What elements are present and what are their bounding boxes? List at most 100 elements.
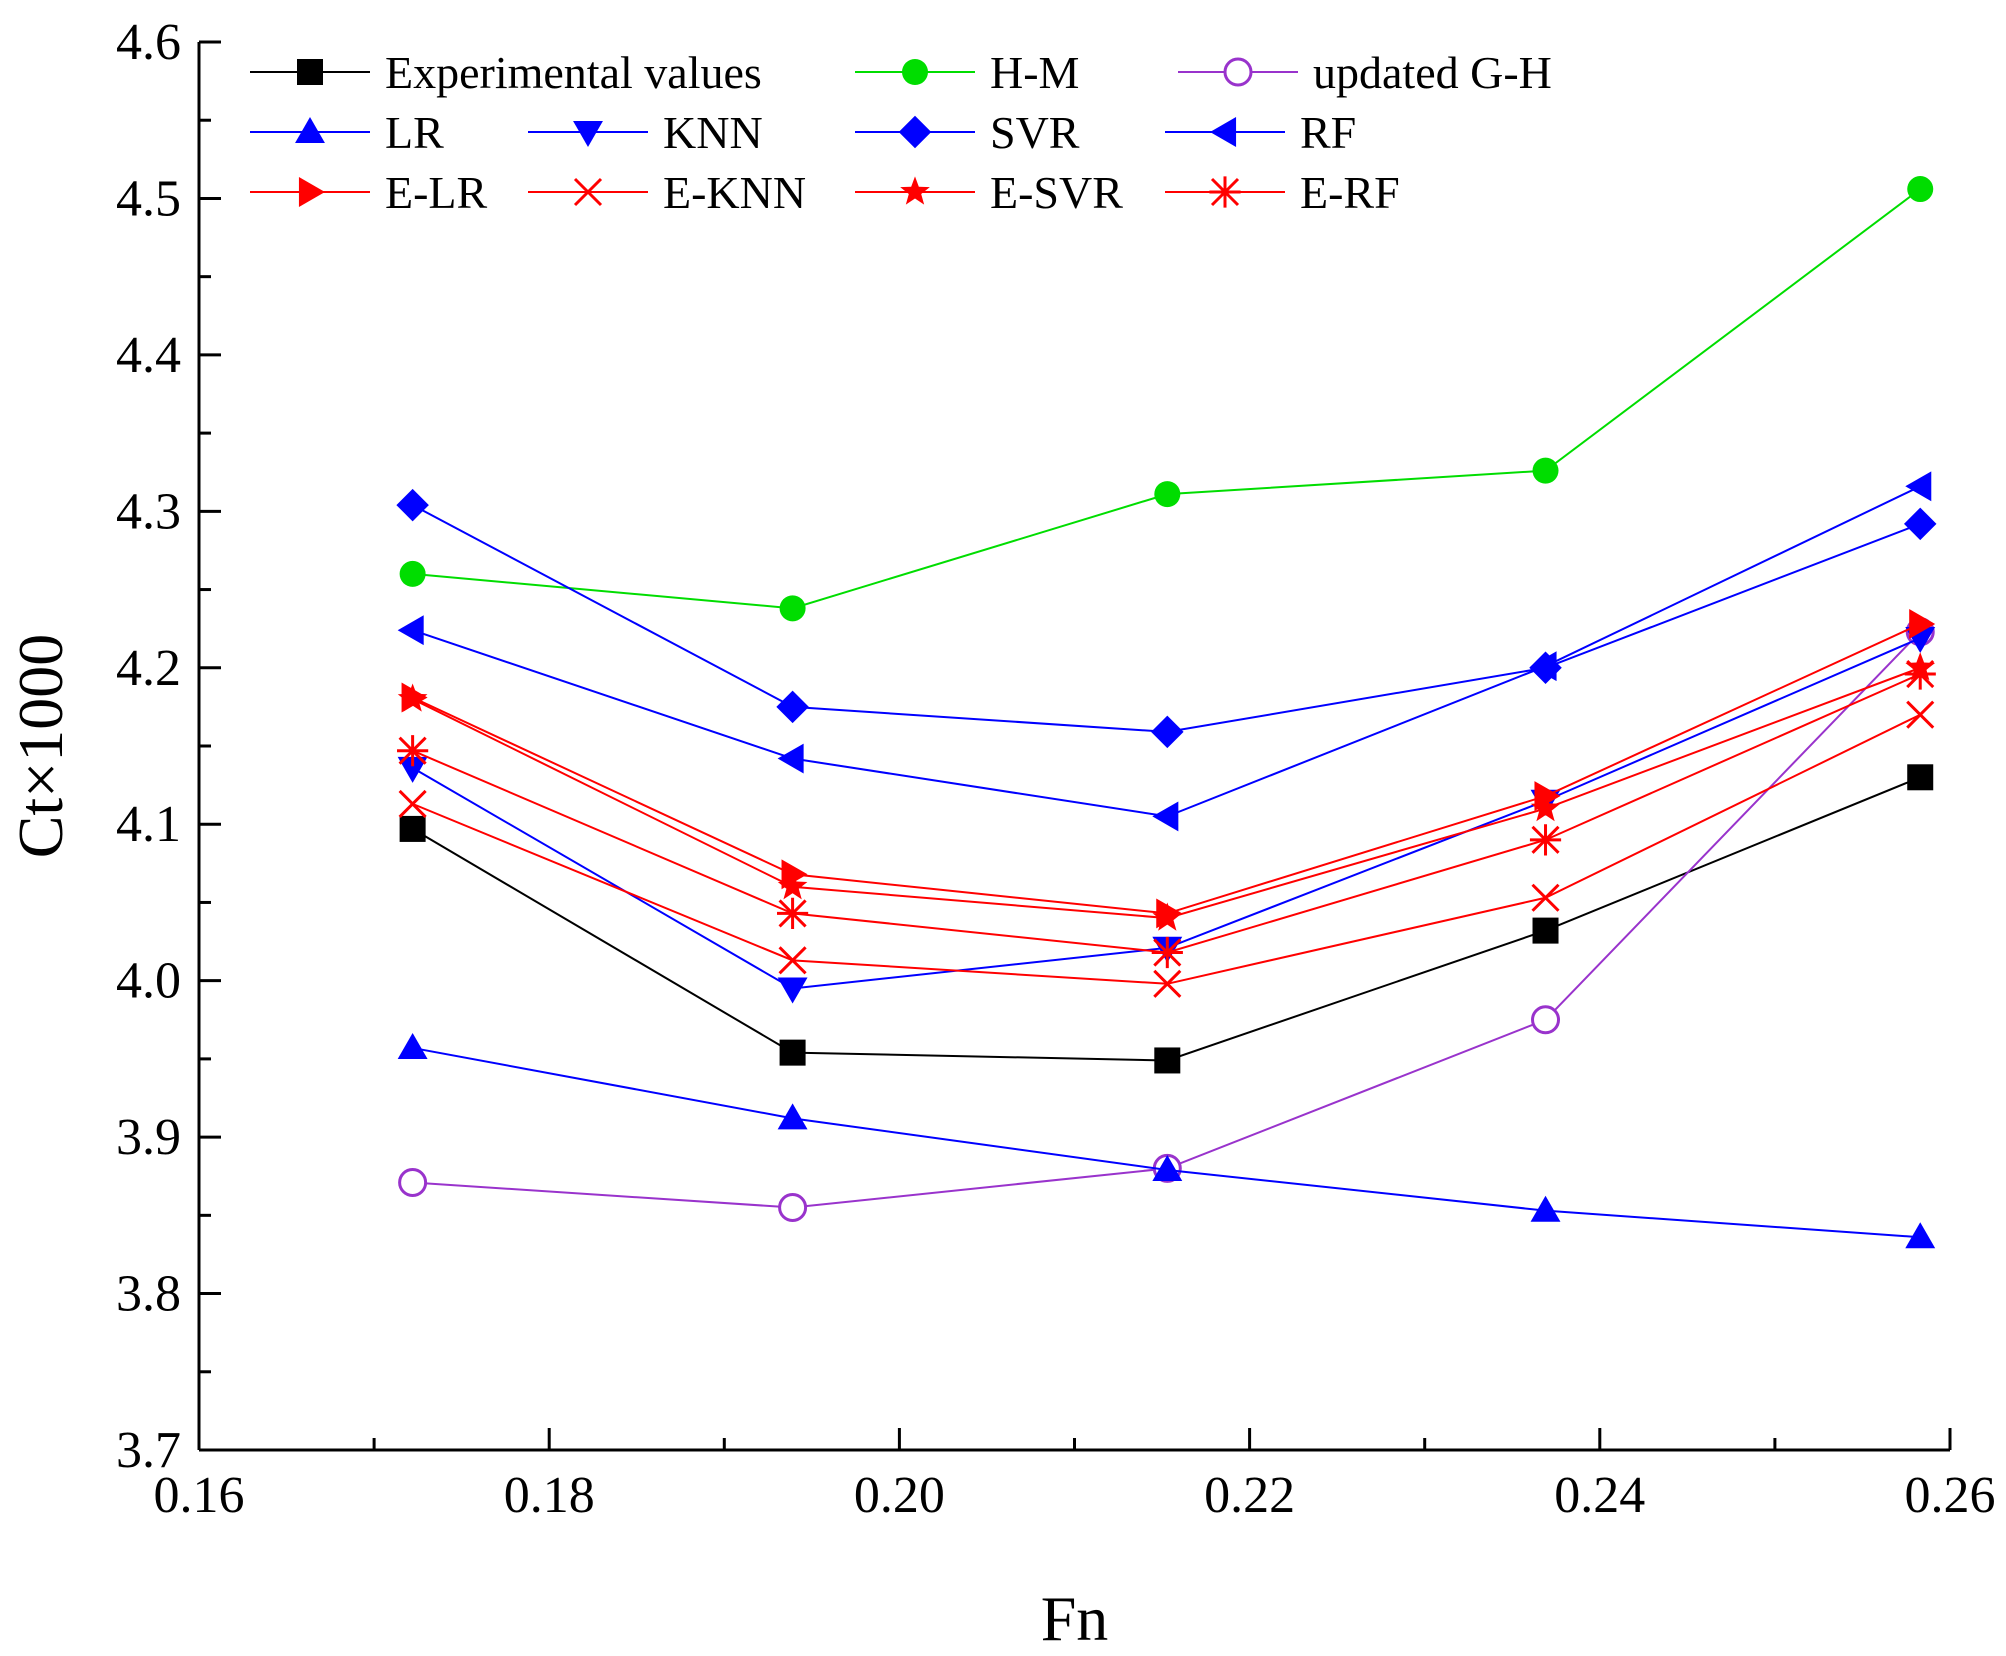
x-tick-label: 0.20 xyxy=(854,1467,945,1524)
legend-marker-experimental-values xyxy=(297,59,323,85)
data-point-lr xyxy=(1152,1155,1183,1182)
series-line-lr xyxy=(412,1046,1921,1239)
y-tick-label: 4.0 xyxy=(116,953,181,1010)
x-tick-label: 0.16 xyxy=(154,1467,245,1524)
legend-marker-knn xyxy=(573,120,603,147)
series-line-svr xyxy=(412,504,1921,733)
legend-item-lr: LR xyxy=(250,107,444,158)
series-line-rf xyxy=(412,485,1921,818)
x-tick-label: 0.26 xyxy=(1905,1467,1996,1524)
data-point-lr xyxy=(777,1103,808,1130)
data-point-e-svr xyxy=(397,683,428,712)
series-svr xyxy=(396,488,1937,749)
legend-label-lr: LR xyxy=(385,107,444,158)
legend-marker-rf xyxy=(1210,117,1237,147)
data-point-h-m xyxy=(1154,481,1181,508)
legend-marker-e-rf xyxy=(1209,176,1241,208)
legend-item-updated-g-h: updated G-H xyxy=(1178,47,1552,98)
data-point-lr xyxy=(1905,1222,1936,1249)
legend-label-e-svr: E-SVR xyxy=(990,167,1123,218)
legend-label-experimental-values: Experimental values xyxy=(385,47,762,98)
data-point-e-knn xyxy=(778,946,807,975)
data-point-h-m xyxy=(1907,176,1934,203)
x-tick-label: 0.24 xyxy=(1554,1467,1645,1524)
data-point-knn xyxy=(777,977,808,1004)
data-point-svr xyxy=(1151,715,1184,749)
data-point-knn xyxy=(397,756,428,783)
series-e-knn xyxy=(398,700,1935,998)
series-rf xyxy=(397,471,1932,832)
legend-item-rf: RF xyxy=(1165,107,1356,158)
data-point-rf xyxy=(1152,801,1179,832)
legend-marker-lr xyxy=(295,117,325,144)
legend-label-e-knn: E-KNN xyxy=(663,167,806,218)
x-axis-title: Fn xyxy=(1041,1583,1109,1654)
legend-label-e-lr: E-LR xyxy=(385,167,488,218)
legend-label-svr: SVR xyxy=(990,107,1080,158)
series-experimental-values xyxy=(399,764,1934,1074)
legend-label-e-rf: E-RF xyxy=(1300,167,1400,218)
legend-item-e-lr: E-LR xyxy=(250,167,488,218)
data-point-lr xyxy=(1530,1195,1561,1222)
y-tick-label: 4.3 xyxy=(116,483,181,540)
legend-item-experimental-values: Experimental values xyxy=(250,47,762,98)
data-point-e-rf xyxy=(1529,824,1562,856)
data-point-svr xyxy=(1903,507,1937,541)
y-axis-title: Ct×1000 xyxy=(5,634,76,859)
legend: Experimental values H-M updated G-H LR KNN SV… xyxy=(250,47,1552,218)
data-point-svr xyxy=(776,690,809,724)
series-line-e-svr xyxy=(412,666,1921,920)
y-tick-label: 3.9 xyxy=(116,1109,181,1166)
data-point-updated-g-h xyxy=(398,1167,428,1197)
data-point-experimental-values xyxy=(1907,764,1934,791)
series-layer xyxy=(396,176,1937,1249)
legend-marker-e-knn xyxy=(573,177,603,207)
data-point-e-svr xyxy=(1152,902,1183,931)
x-tick-label: 0.18 xyxy=(504,1467,595,1524)
legend-label-h-m: H-M xyxy=(990,47,1079,98)
data-point-e-knn xyxy=(398,789,427,818)
data-point-e-knn xyxy=(1153,969,1182,998)
data-point-e-rf xyxy=(397,735,429,767)
data-point-rf xyxy=(777,743,804,774)
data-point-updated-g-h xyxy=(778,1193,808,1223)
legend-marker-updated-g-h xyxy=(1223,57,1253,87)
y-tick-label: 4.2 xyxy=(116,640,181,697)
data-point-svr xyxy=(396,488,429,522)
y-tick-label: 4.4 xyxy=(116,327,181,384)
data-point-e-svr xyxy=(1530,792,1561,822)
y-tick-label: 4.1 xyxy=(116,796,181,853)
data-point-e-lr xyxy=(1909,609,1936,639)
y-tick-label: 4.5 xyxy=(116,170,181,227)
data-point-rf xyxy=(1905,471,1932,502)
legend-item-e-knn: E-KNN xyxy=(528,167,806,218)
series-h-m xyxy=(399,176,1934,622)
legend-marker-e-lr xyxy=(298,177,325,207)
data-point-e-svr xyxy=(777,871,808,900)
legend-item-e-rf: E-RF xyxy=(1165,167,1400,218)
data-point-rf xyxy=(1530,651,1557,682)
legend-marker-e-svr xyxy=(900,176,930,205)
legend-item-e-svr: E-SVR xyxy=(855,167,1123,218)
legend-item-h-m: H-M xyxy=(855,47,1079,98)
x-tick-label: 0.22 xyxy=(1204,1467,1295,1524)
data-point-experimental-values xyxy=(779,1039,806,1066)
series-e-rf xyxy=(397,658,1936,969)
data-point-experimental-values xyxy=(1532,917,1559,944)
legend-marker-h-m xyxy=(902,59,928,85)
data-point-e-rf xyxy=(1151,936,1183,969)
data-point-e-knn xyxy=(1531,883,1560,912)
data-point-h-m xyxy=(399,560,426,587)
data-point-h-m xyxy=(1532,457,1559,484)
data-point-e-knn xyxy=(1906,700,1935,729)
y-tick-label: 3.8 xyxy=(116,1266,181,1323)
legend-label-rf: RF xyxy=(1300,107,1356,158)
data-point-rf xyxy=(397,615,424,646)
legend-item-knn: KNN xyxy=(528,107,763,158)
axes: 0.16 0.18 0.20 0.22 0.24 0.26 3.7 3.8 3.9 4.0 4.1 4… xyxy=(116,14,1996,1524)
legend-marker-svr xyxy=(898,115,932,149)
series-lr xyxy=(397,1032,1936,1249)
data-point-h-m xyxy=(779,595,806,622)
data-point-e-rf xyxy=(776,897,809,929)
